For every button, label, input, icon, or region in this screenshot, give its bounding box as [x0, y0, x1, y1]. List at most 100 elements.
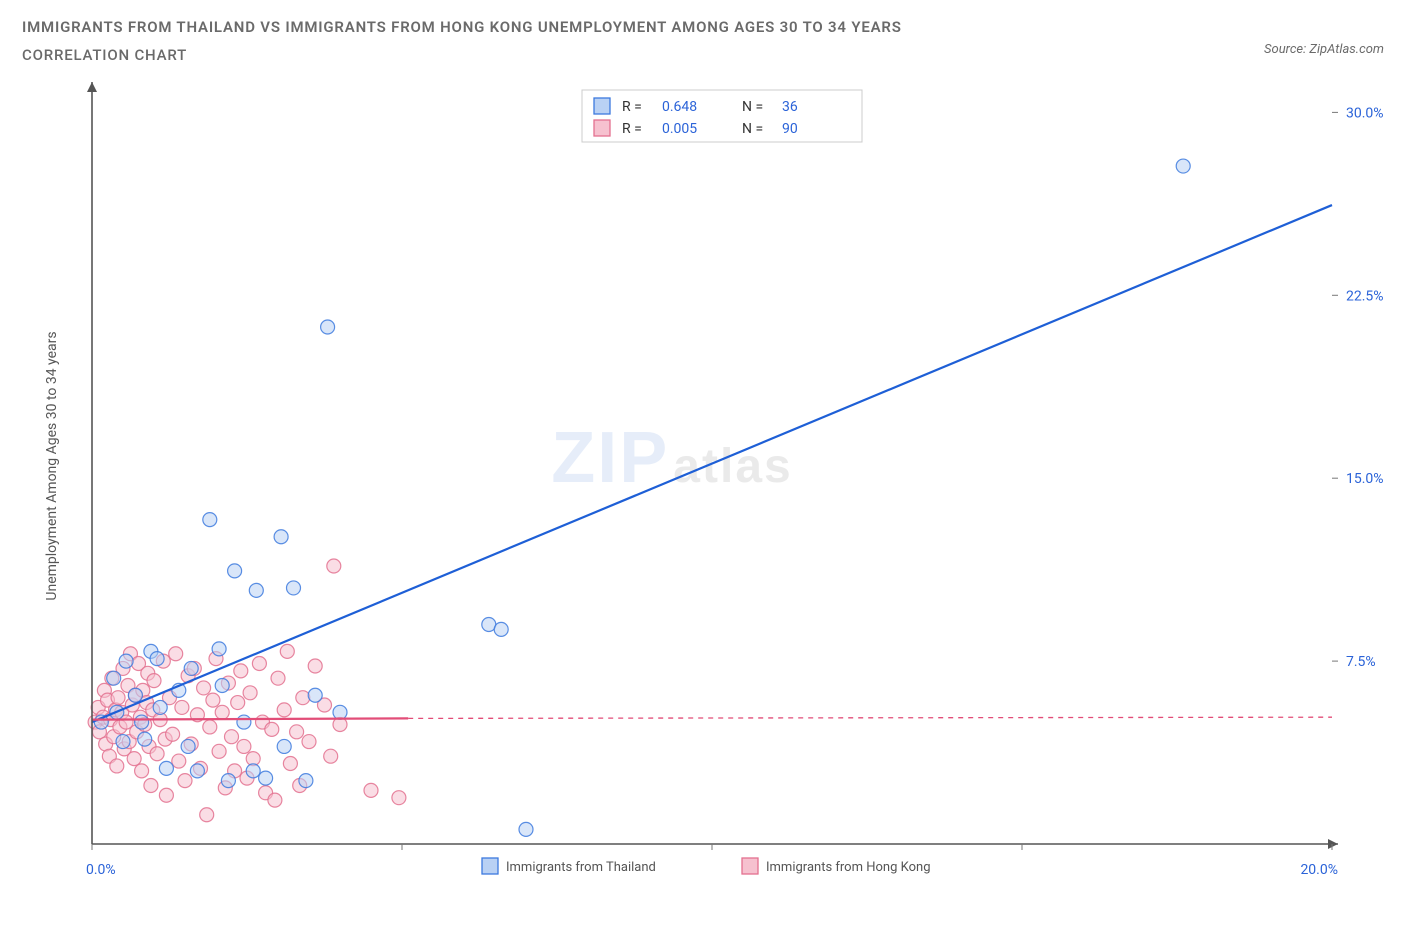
- scatter-point-a: [135, 715, 149, 729]
- scatter-point-b: [225, 730, 239, 744]
- source-label: Source: ZipAtlas.com: [1264, 42, 1384, 57]
- bottom-legend-label-b: Immigrants from Hong Kong: [766, 860, 931, 875]
- scatter-point-a: [119, 654, 133, 668]
- scatter-point-b: [268, 793, 282, 807]
- scatter-point-a: [249, 583, 263, 597]
- chart-subtitle: CORRELATION CHART: [22, 46, 902, 64]
- scatter-point-b: [283, 757, 297, 771]
- legend-n-value: 90: [782, 121, 798, 137]
- scatter-point-b: [212, 744, 226, 758]
- y-tick-label: 7.5%: [1346, 654, 1376, 670]
- scatter-point-b: [159, 788, 173, 802]
- scatter-point-a: [237, 715, 251, 729]
- scatter-point-a: [221, 774, 235, 788]
- scatter-point-a: [228, 564, 242, 578]
- scatter-point-a: [277, 739, 291, 753]
- scatter-point-b: [169, 647, 183, 661]
- legend-r-label: R =: [622, 99, 642, 115]
- scatter-point-b: [166, 727, 180, 741]
- scatter-point-a: [184, 661, 198, 675]
- scatter-point-a: [159, 761, 173, 775]
- scatter-point-b: [265, 722, 279, 736]
- scatter-point-b: [197, 681, 211, 695]
- scatter-point-a: [246, 764, 260, 778]
- scatter-point-a: [274, 530, 288, 544]
- scatter-point-a: [181, 739, 195, 753]
- scatter-point-b: [231, 696, 245, 710]
- scatter-point-b: [178, 774, 192, 788]
- scatter-point-b: [135, 764, 149, 778]
- scatter-point-a: [299, 774, 313, 788]
- scatter-point-a: [107, 671, 121, 685]
- trend-line-a: [92, 205, 1332, 722]
- trend-line-b: [92, 718, 408, 719]
- legend-swatch-b: [594, 120, 610, 136]
- scatter-point-b: [252, 657, 266, 671]
- x-axis-arrow: [1328, 839, 1338, 849]
- scatter-point-a: [321, 320, 335, 334]
- scatter-point-a: [519, 822, 533, 836]
- watermark: ZIPatlas: [551, 418, 792, 498]
- y-tick-label: 15.0%: [1346, 471, 1384, 487]
- x-tick-label: 20.0%: [1300, 862, 1338, 878]
- scatter-point-a: [190, 764, 204, 778]
- scatter-point-a: [215, 678, 229, 692]
- scatter-point-b: [111, 691, 125, 705]
- legend-r-value: 0.005: [662, 121, 697, 137]
- legend-swatch-a: [594, 98, 610, 114]
- legend-n-label: N =: [742, 121, 763, 137]
- legend-r-label: R =: [622, 121, 642, 137]
- scatter-point-b: [200, 808, 214, 822]
- scatter-point-b: [392, 791, 406, 805]
- scatter-point-a: [333, 705, 347, 719]
- scatter-point-b: [308, 659, 322, 673]
- scatter-point-a: [150, 652, 164, 666]
- scatter-point-b: [175, 700, 189, 714]
- bottom-legend-label-a: Immigrants from Thailand: [506, 860, 656, 875]
- scatter-point-b: [110, 759, 124, 773]
- scatter-point-b: [203, 720, 217, 734]
- scatter-point-b: [206, 693, 220, 707]
- scatter-point-a: [259, 771, 273, 785]
- scatter-point-b: [147, 674, 161, 688]
- scatter-point-b: [144, 778, 158, 792]
- scatter-point-a: [128, 688, 142, 702]
- scatter-point-b: [280, 644, 294, 658]
- scatter-point-b: [290, 725, 304, 739]
- scatter-point-a: [212, 642, 226, 656]
- scatter-point-b: [127, 752, 141, 766]
- y-tick-label: 30.0%: [1346, 105, 1384, 121]
- legend-n-label: N =: [742, 99, 763, 115]
- scatter-point-b: [364, 783, 378, 797]
- scatter-point-b: [296, 691, 310, 705]
- scatter-point-b: [237, 739, 251, 753]
- trend-line-b-dashed: [408, 717, 1332, 718]
- chart-title: IMMIGRANTS FROM THAILAND VS IMMIGRANTS F…: [22, 18, 902, 36]
- scatter-point-b: [172, 754, 186, 768]
- scatter-point-a: [1176, 159, 1190, 173]
- scatter-point-a: [203, 513, 217, 527]
- y-axis-label: Unemployment Among Ages 30 to 34 years: [44, 331, 60, 600]
- scatter-point-b: [327, 559, 341, 573]
- scatter-point-a: [153, 700, 167, 714]
- x-tick-label: 0.0%: [86, 862, 116, 878]
- y-axis-arrow: [87, 82, 97, 92]
- scatter-point-b: [277, 703, 291, 717]
- scatter-point-a: [287, 581, 301, 595]
- scatter-point-b: [271, 671, 285, 685]
- chart-area: ZIPatlas 7.5% 15.0% 22.5% 30.0% 0.0% 20.0% Unem…: [22, 74, 1384, 904]
- bottom-legend-swatch-b: [742, 858, 758, 874]
- scatter-point-b: [243, 686, 257, 700]
- scatter-point-b: [150, 747, 164, 761]
- scatter-point-a: [494, 622, 508, 636]
- scatter-point-b: [302, 735, 316, 749]
- scatter-point-b: [234, 664, 248, 678]
- scatter-point-a: [308, 688, 322, 702]
- legend-r-value: 0.648: [662, 99, 697, 115]
- scatter-point-b: [215, 705, 229, 719]
- scatter-point-a: [138, 732, 152, 746]
- legend-n-value: 36: [782, 99, 798, 115]
- scatter-point-b: [324, 749, 338, 763]
- scatter-point-a: [116, 735, 130, 749]
- y-tick-label: 22.5%: [1346, 288, 1384, 304]
